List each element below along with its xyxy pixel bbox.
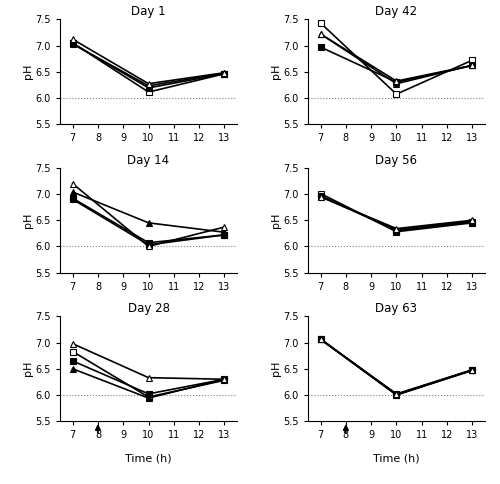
Y-axis label: pH: pH (22, 361, 32, 377)
Y-axis label: pH: pH (22, 64, 32, 79)
Title: Day 63: Day 63 (376, 302, 418, 315)
Title: Day 42: Day 42 (376, 5, 418, 18)
Title: Day 14: Day 14 (128, 154, 170, 167)
Y-axis label: pH: pH (22, 212, 32, 228)
Y-axis label: pH: pH (270, 64, 280, 79)
Y-axis label: pH: pH (270, 361, 280, 377)
X-axis label: Time (h): Time (h) (125, 454, 172, 464)
Y-axis label: pH: pH (270, 212, 280, 228)
X-axis label: Time (h): Time (h) (373, 454, 420, 464)
Title: Day 56: Day 56 (376, 154, 418, 167)
Title: Day 1: Day 1 (131, 5, 166, 18)
Title: Day 28: Day 28 (128, 302, 170, 315)
